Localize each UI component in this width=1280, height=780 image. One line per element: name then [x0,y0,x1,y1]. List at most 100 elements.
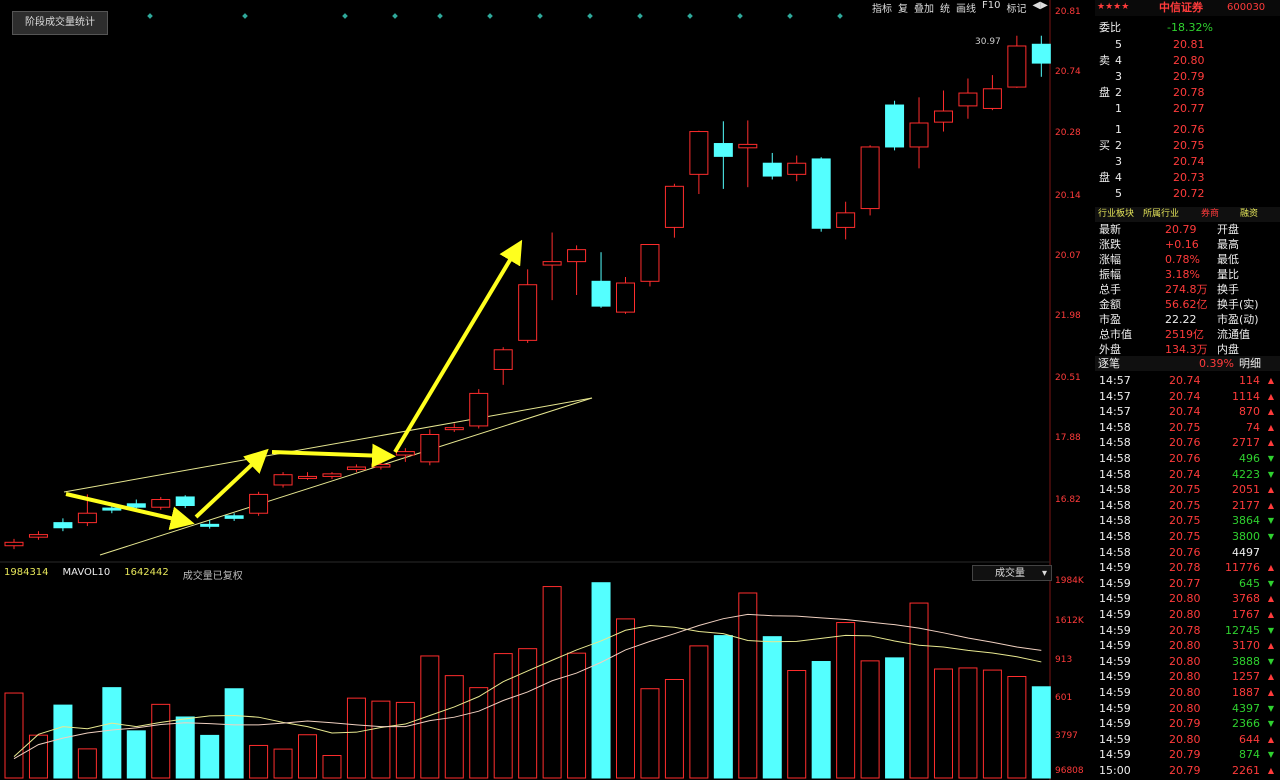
volume-bar-1 [28,734,48,779]
toolbar-f10[interactable]: F10 [982,0,1001,11]
candle-22 [542,232,562,301]
volume-bar-40 [982,669,1002,779]
chart-toolbar: 指标 复 叠加 统 画线 F10 标记 ◀▶ [872,0,1052,15]
candle-24 [591,252,611,308]
sell-level-4[interactable]: 卖 4 20.80 [1099,54,1205,67]
stat-header-broker[interactable]: 券商 [1201,209,1220,219]
trend-arrow-0 [65,492,195,530]
mavol-label: MAVOL10 [62,567,111,578]
order-ratio: 委比 -18.32% [1095,20,1280,35]
stat-header-margin[interactable]: 融资 [1240,209,1259,219]
volume-bar-28 [689,645,709,779]
volume-bar-24 [591,582,611,779]
buy-level-1[interactable]: 1 20.76 [1115,123,1205,136]
candle-42 [1031,35,1051,77]
tick-row-17: 14:59 20.80 3170 ▲ [1099,639,1274,653]
marker-dot-8 [637,13,643,19]
tick-row-8: 14:58 20.75 2177 ▲ [1099,498,1274,512]
ma5-line [13,625,1042,757]
yellow-arrows [65,239,523,530]
volume-bar-42 [1031,686,1051,779]
candle-33 [811,157,831,232]
volume-bar-34 [836,622,856,779]
buy-level-3[interactable]: 3 20.74 [1115,155,1205,168]
volume-axis: 1984K 1612K 913 601 3797 96808 [1055,576,1085,776]
toolbar-indicator[interactable]: 指标 [872,4,892,15]
volume-bar-4 [102,687,122,779]
toolbar-nav-arrows-icon[interactable]: ◀▶ [1032,0,1048,11]
volume-bar-17 [420,655,440,779]
price-tick-5: 21.98 [1055,311,1081,321]
toolbar-mark[interactable]: 标记 [1006,4,1027,15]
buy-level-2[interactable]: 买 2 20.75 [1099,139,1205,152]
volume-bars-group [4,582,1051,779]
volume-bar-16 [395,701,415,779]
price-tick-1: 20.74 [1055,67,1081,77]
candle-7 [175,495,195,509]
sell-level-2[interactable]: 盘 2 20.78 [1099,86,1205,99]
price-tick-7: 17.88 [1055,433,1081,443]
lower-trendline [99,397,593,556]
tick-row-24: 14:59 20.79 874 ▼ [1099,748,1274,762]
tick-row-7: 14:58 20.75 2051 ▲ [1099,483,1274,497]
toolbar-draw-line[interactable]: 画线 [956,4,976,15]
candle-38 [933,90,953,132]
stat-row-8: 外盘 134.3万 内盘 [1099,343,1239,356]
volume-bar-0 [4,692,24,779]
quote-panel: ★★★★ 中信证券 600030 委比 -18.32% 5 20.81 卖 4 20.8… [1095,0,1280,780]
sell-level-5[interactable]: 5 20.81 [1115,38,1205,51]
sell-level-1[interactable]: 1 20.77 [1115,102,1205,115]
stat-header-sector[interactable]: 所属行业 [1143,209,1180,219]
volume-value: 1984314 [4,567,49,578]
tick-row-11: 14:58 20.76 4497 [1099,545,1260,559]
candle-2 [53,518,73,532]
buy-level-4[interactable]: 盘 4 20.73 [1099,171,1205,184]
tick-row-5: 14:58 20.76 496 ▼ [1099,452,1274,465]
candle-21 [518,269,538,343]
candle-10 [249,491,269,516]
volume-select-label: 成交量 [995,568,1025,579]
price-tick-6: 20.51 [1055,373,1081,383]
volume-bar-6 [151,703,171,779]
marker-dot-6 [537,13,543,19]
ticks-tab[interactable]: 逐笔 [1098,357,1120,370]
marker-dot-11 [787,13,793,19]
sell-level-3[interactable]: 3 20.79 [1115,70,1205,83]
volume-bar-2 [53,704,73,779]
marker-dot-12 [837,13,843,19]
candle-17 [420,429,440,466]
ticks-detail-tab[interactable]: 明细 [1239,357,1261,370]
tick-row-18: 14:59 20.80 3888 ▼ [1099,654,1274,668]
price-tick-3: 20.14 [1055,191,1081,201]
marker-dot-10 [737,13,743,19]
candle-40 [982,75,1002,111]
stage-volume-stats-button[interactable]: 阶段成交量统计 [12,11,108,35]
stat-header-industry[interactable]: 行业板块 [1098,209,1135,219]
candle-6 [151,496,171,510]
ratio-label: 委比 [1099,21,1121,34]
marker-dot-1 [242,13,248,19]
candle-16 [395,448,415,462]
volume-bar-39 [958,667,978,779]
volume-bar-30 [738,592,758,779]
trend-arrow-1 [194,448,269,519]
toolbar-stats[interactable]: 统 [940,4,950,15]
volume-bar-41 [1007,676,1027,779]
volume-indicator-select[interactable]: 成交量 ▾ [972,565,1052,581]
tick-row-15: 14:59 20.80 1767 ▲ [1099,608,1274,621]
volume-bar-32 [787,670,807,779]
volume-bar-31 [762,636,782,779]
volume-tick-5: 96808 [1055,766,1084,776]
favorite-stars-icon[interactable]: ★★★★ [1097,2,1130,12]
toolbar-adjust[interactable]: 复 [898,4,908,15]
marker-dot-5 [487,13,493,19]
stat-row-5: 金额 56.62亿 换手(实) [1099,298,1259,311]
marker-dot-2 [342,13,348,19]
buy-level-5[interactable]: 5 20.72 [1115,187,1205,200]
volume-bar-10 [249,744,269,779]
candle-36 [885,100,905,151]
candle-25 [616,277,635,314]
toolbar-overlay[interactable]: 叠加 [914,4,934,15]
price-axis: 20.81 20.74 20.28 20.14 20.07 21.98 20.51 17.88… [1055,7,1081,505]
